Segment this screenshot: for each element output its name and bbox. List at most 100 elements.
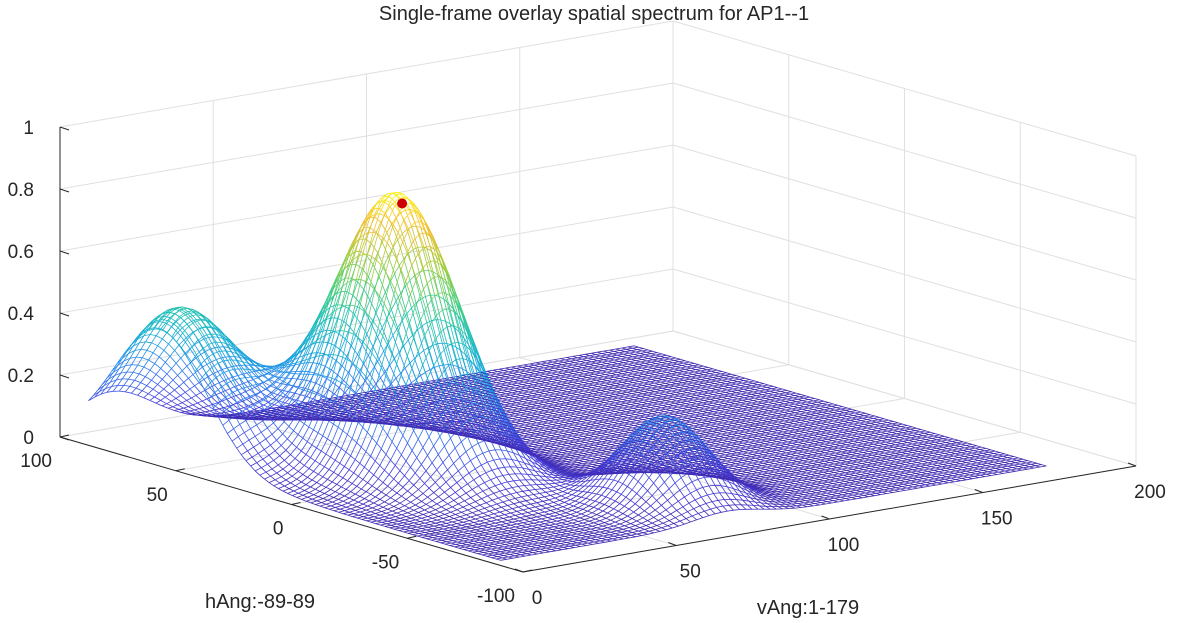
mesh-segment xyxy=(807,417,814,420)
mesh-segment xyxy=(520,430,527,433)
mesh-segment xyxy=(615,435,622,438)
mesh-segment xyxy=(255,394,263,400)
mesh-segment xyxy=(563,360,570,363)
mesh-segment xyxy=(646,368,653,370)
mesh-segment xyxy=(507,381,514,384)
mesh-segment xyxy=(686,382,694,385)
mesh-segment xyxy=(200,318,208,328)
mesh-segment xyxy=(712,421,719,424)
mesh-segment xyxy=(222,336,229,341)
mesh-segment xyxy=(567,416,574,418)
mesh-segment xyxy=(805,420,812,422)
mesh-segment xyxy=(680,375,687,377)
mesh-segment xyxy=(594,389,602,392)
mesh-segment xyxy=(549,365,557,368)
mesh-segment xyxy=(165,322,172,328)
mesh-segment xyxy=(599,391,606,394)
mesh-segment xyxy=(709,372,716,374)
mesh-segment xyxy=(402,399,410,402)
mesh-segment xyxy=(123,385,130,387)
mesh-segment xyxy=(271,370,278,373)
mesh-segment xyxy=(660,363,667,366)
mesh-segment xyxy=(624,412,631,415)
mesh-segment xyxy=(616,390,623,393)
mesh-segment xyxy=(516,409,523,412)
mesh-segment xyxy=(551,380,558,382)
mesh-segment xyxy=(387,414,394,417)
mesh-segment xyxy=(786,397,794,400)
mesh-segment xyxy=(691,375,698,378)
mesh-segment xyxy=(549,419,556,422)
mesh-segment xyxy=(830,407,837,410)
mesh-segment xyxy=(602,360,609,363)
mesh-segment xyxy=(842,413,849,416)
mesh-segment xyxy=(733,404,740,407)
mesh-segment xyxy=(516,384,523,386)
mesh-segment xyxy=(542,377,549,380)
mesh-segment xyxy=(742,398,749,401)
mesh-segment xyxy=(385,250,393,273)
mesh-segment xyxy=(667,396,674,399)
mesh-segment xyxy=(699,423,707,426)
mesh-segment xyxy=(845,417,852,420)
mesh-segment xyxy=(264,444,271,450)
mesh-segment xyxy=(683,378,690,381)
mesh-segment xyxy=(806,400,814,403)
mesh-segment xyxy=(624,421,631,424)
mesh-segment xyxy=(746,436,753,439)
mesh-segment xyxy=(673,412,680,415)
mesh-segment xyxy=(724,419,731,421)
mesh-segment xyxy=(231,351,239,355)
mesh-segment xyxy=(673,404,680,407)
mesh-segment xyxy=(596,387,603,390)
mesh-segment xyxy=(627,345,635,348)
mesh-segment xyxy=(702,375,709,378)
mesh-segment xyxy=(321,499,328,503)
mesh-segment xyxy=(818,417,825,420)
mesh-segment xyxy=(307,494,314,498)
mesh-segment xyxy=(166,403,173,408)
mesh-segment xyxy=(520,385,528,388)
mesh-segment xyxy=(725,416,733,419)
mesh-segment xyxy=(499,367,506,370)
mesh-segment xyxy=(621,426,628,428)
mesh-segment xyxy=(572,363,580,366)
mesh-segment xyxy=(232,376,240,386)
mesh-segment xyxy=(155,374,163,380)
mesh-segment xyxy=(788,412,795,415)
mesh-segment xyxy=(564,412,571,415)
mesh-segment xyxy=(189,410,197,414)
mesh-segment xyxy=(563,440,570,443)
mesh-segment xyxy=(531,368,538,371)
mesh-segment xyxy=(776,431,783,434)
mesh-segment xyxy=(577,390,585,393)
mesh-segment xyxy=(203,338,211,350)
mesh-segment xyxy=(408,389,416,392)
mesh-segment xyxy=(634,378,641,381)
mesh-segment xyxy=(764,416,771,419)
mesh-segment xyxy=(229,356,237,367)
mesh-segment xyxy=(308,403,315,407)
mesh-segment xyxy=(619,428,627,431)
mesh-segment xyxy=(315,502,322,505)
mesh-segment xyxy=(598,436,605,439)
mesh-segment xyxy=(584,423,591,426)
mesh-segment xyxy=(743,396,751,399)
mesh-segment xyxy=(258,384,266,390)
mesh-segment xyxy=(158,356,166,363)
mesh-segment xyxy=(382,387,389,390)
back-wall-grid-z xyxy=(59,20,674,128)
mesh-segment xyxy=(341,409,348,412)
mesh-segment xyxy=(303,379,310,382)
back-wall-grid-z xyxy=(59,82,674,190)
mesh-segment xyxy=(798,423,805,426)
mesh-segment xyxy=(613,386,620,389)
mesh-segment xyxy=(771,413,779,415)
surface-mesh xyxy=(88,191,1047,561)
mesh-segment xyxy=(530,413,537,416)
mesh-segment xyxy=(639,414,646,417)
mesh-segment xyxy=(715,416,722,419)
mesh-segment xyxy=(534,380,541,383)
mesh-segment xyxy=(225,392,233,398)
mesh-segment xyxy=(764,433,771,436)
